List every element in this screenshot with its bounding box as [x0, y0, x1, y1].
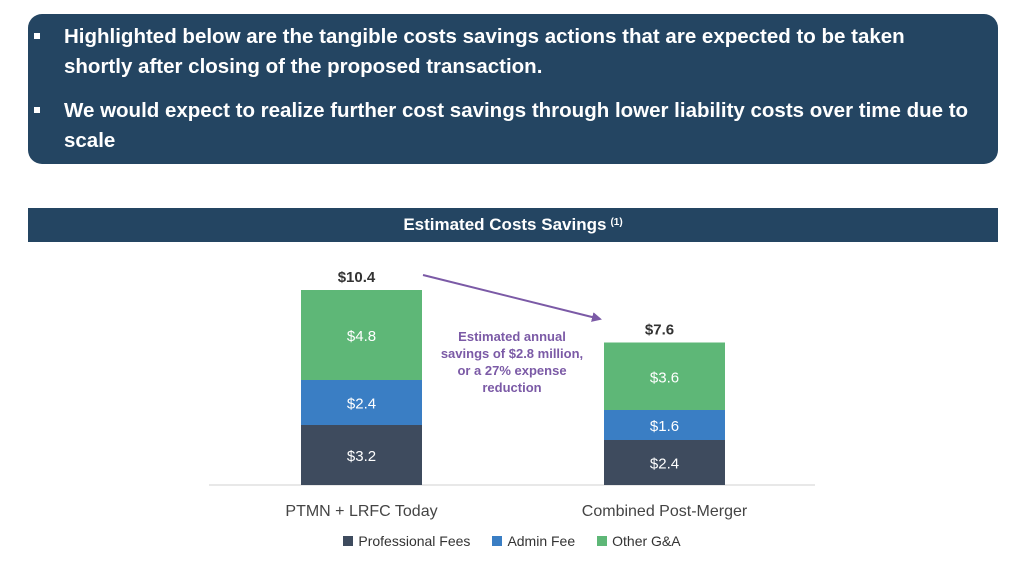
bullet-text: We would expect to realize further cost …	[64, 99, 969, 152]
legend-label: Professional Fees	[358, 533, 471, 549]
bullet-text: Highlighted below are the tangible costs…	[64, 25, 905, 78]
bar-segment	[604, 342, 725, 410]
savings-annotation: Estimated annual savings of $2.8 million,…	[441, 329, 583, 395]
total-value-label: $10.4	[338, 269, 376, 286]
bullet-marker	[34, 33, 40, 39]
segment-value-label: $2.4	[347, 396, 376, 413]
chart-title: Estimated Costs Savings	[403, 215, 607, 234]
bar-segment	[301, 425, 422, 485]
annotation-line: Estimated annual	[458, 329, 566, 344]
bar-segment	[604, 410, 725, 440]
segment-value-label: $1.6	[650, 418, 679, 435]
legend-label: Admin Fee	[507, 533, 576, 549]
stacked-bar-chart: $3.2 $2.4 $4.8 $10.4 PTMN + LRFC Today $2.4 $1…	[209, 269, 815, 520]
annotation-line: reduction	[482, 380, 541, 395]
legend-label: Other G&A	[612, 533, 681, 549]
legend-swatch	[343, 536, 354, 546]
savings-arrow	[422, 274, 602, 322]
legend-swatch	[492, 536, 503, 546]
summary-bullet: Highlighted below are the tangible costs…	[28, 22, 978, 82]
annotation-line: or a 27% expense	[457, 363, 566, 378]
segment-value-label: $3.6	[650, 369, 679, 386]
category-label: PTMN + LRFC Today	[285, 503, 437, 520]
legend-item: Other G&A	[597, 533, 681, 549]
chart-title-bar: Estimated Costs Savings (1)	[28, 208, 998, 242]
segment-value-label: $2.4	[650, 456, 679, 473]
bullet-marker	[34, 107, 40, 113]
legend-item: Admin Fee	[492, 533, 575, 549]
summary-banner: Highlighted below are the tangible costs…	[28, 14, 998, 164]
chart-legend: Professional Fees Admin Fee Other G&A	[0, 533, 1024, 549]
total-value-label: $7.6	[645, 322, 674, 339]
summary-bullet: We would expect to realize further cost …	[28, 96, 978, 156]
legend-item: Professional Fees	[343, 533, 470, 549]
bar-segment	[604, 440, 725, 485]
annotation-line: savings of $2.8 million,	[441, 346, 583, 361]
category-label: Combined Post-Merger	[582, 503, 748, 520]
bar-segment	[301, 380, 422, 425]
legend-swatch	[597, 536, 608, 546]
bar-segment	[301, 290, 422, 380]
footnote-marker: (1)	[610, 216, 623, 228]
segment-value-label: $4.8	[347, 328, 376, 345]
segment-value-label: $3.2	[347, 448, 376, 465]
